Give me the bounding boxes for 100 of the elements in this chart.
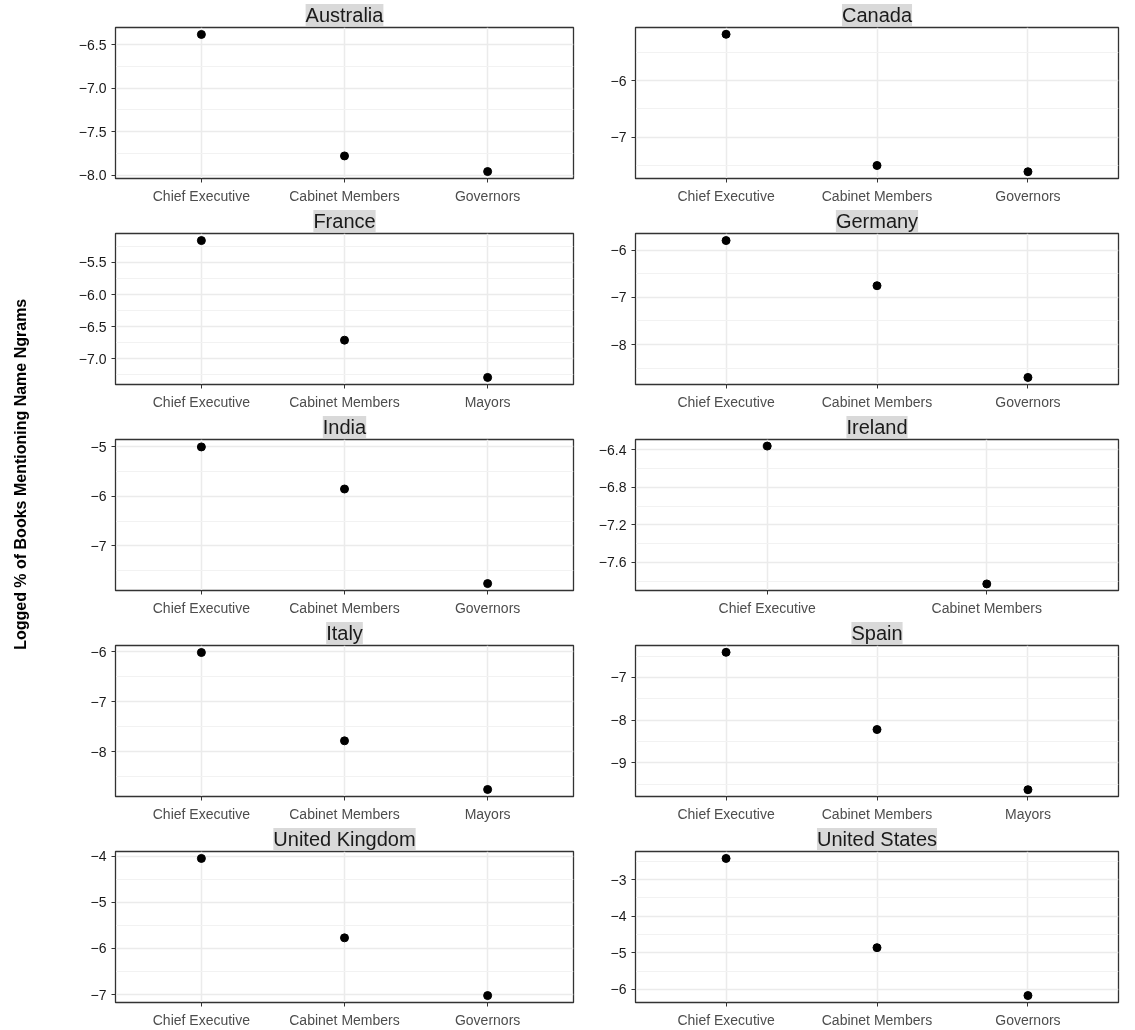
point xyxy=(1023,785,1033,795)
chart-title: Ireland xyxy=(846,416,908,438)
chart-title: Canada xyxy=(841,4,913,26)
y-tick-label: −6.0 xyxy=(78,286,107,303)
y-tick-label: −6 xyxy=(90,488,107,505)
y-tick-label: −7.0 xyxy=(78,350,107,367)
y-tick-label: −6 xyxy=(610,72,627,89)
chart-title: United States xyxy=(816,828,938,850)
point xyxy=(721,853,731,863)
point xyxy=(721,236,731,246)
chart-title: Italy xyxy=(326,622,363,644)
x-tick-label: Chief Executive xyxy=(677,805,775,822)
point xyxy=(196,236,206,246)
y-tick-label: −7.0 xyxy=(78,80,107,97)
y-tick-label: −5 xyxy=(610,944,627,961)
x-tick-label: Cabinet Members xyxy=(821,393,933,410)
y-tick-label: −6.4 xyxy=(598,441,627,458)
point xyxy=(340,151,349,161)
y-tick-label: −9 xyxy=(610,754,627,771)
y-tick-label: −4 xyxy=(90,848,107,865)
x-tick-label: Governors xyxy=(454,187,521,204)
point xyxy=(721,29,731,39)
point xyxy=(340,933,349,943)
x-tick-label: Cabinet Members xyxy=(289,599,400,616)
point xyxy=(872,943,882,953)
point xyxy=(196,648,206,658)
point xyxy=(1023,372,1033,382)
x-tick-label: Cabinet Members xyxy=(931,599,1043,616)
chart-title: France xyxy=(313,210,376,232)
x-tick-label: Chief Executive xyxy=(718,599,817,616)
y-tick-label: −6.5 xyxy=(78,318,107,335)
y-tick-label: −3 xyxy=(610,871,627,888)
x-tick-label: Chief Executive xyxy=(152,805,251,822)
y-tick-label: −6 xyxy=(90,643,107,660)
y-tick-label: −6.5 xyxy=(78,36,107,53)
chart-title: Australia xyxy=(305,4,385,26)
x-tick-label: Governors xyxy=(995,393,1061,410)
point xyxy=(196,853,206,863)
x-tick-label: Chief Executive xyxy=(677,1011,775,1028)
x-tick-label: Chief Executive xyxy=(152,187,251,204)
point xyxy=(196,442,206,452)
point xyxy=(1023,991,1033,1001)
x-tick-label: Cabinet Members xyxy=(821,187,933,204)
y-tick-label: −6 xyxy=(610,981,627,998)
x-tick-label: Chief Executive xyxy=(677,393,775,410)
point xyxy=(721,647,731,657)
x-tick-label: Cabinet Members xyxy=(289,393,400,410)
point xyxy=(196,29,206,39)
y-tick-label: −5.5 xyxy=(78,254,107,271)
point xyxy=(340,736,349,746)
y-tick-label: −5 xyxy=(90,438,107,455)
chart-title: Spain xyxy=(851,622,903,644)
y-tick-label: −7.2 xyxy=(598,516,627,533)
y-tick-label: −7 xyxy=(610,289,627,306)
y-tick-label: −8 xyxy=(610,712,627,729)
point xyxy=(483,579,493,589)
x-tick-label: Mayors xyxy=(1004,805,1051,822)
y-tick-label: −7 xyxy=(610,129,627,146)
y-tick-label: −7 xyxy=(610,669,627,686)
x-tick-label: Chief Executive xyxy=(677,187,775,204)
chart-title: India xyxy=(322,416,368,438)
x-tick-label: Cabinet Members xyxy=(821,1011,933,1028)
y-tick-label: −8 xyxy=(610,336,627,353)
x-tick-label: Cabinet Members xyxy=(289,805,400,822)
point xyxy=(483,372,493,382)
y-tick-label: −7 xyxy=(90,537,107,554)
y-tick-label: −6 xyxy=(610,242,627,259)
x-tick-label: Governors xyxy=(454,1011,521,1028)
x-tick-label: Mayors xyxy=(464,393,511,410)
x-tick-label: Mayors xyxy=(464,805,511,822)
x-tick-label: Governors xyxy=(995,1011,1061,1028)
y-tick-label: −7.5 xyxy=(78,123,107,140)
y-tick-label: −6 xyxy=(90,940,107,957)
x-tick-label: Chief Executive xyxy=(152,393,251,410)
x-tick-label: Chief Executive xyxy=(152,599,251,616)
point xyxy=(1023,167,1033,177)
y-axis-title: Logged % of Books Mentioning Name Ngrams xyxy=(12,298,29,650)
point xyxy=(483,167,493,177)
y-tick-label: −6.8 xyxy=(598,479,627,496)
y-tick-label: −8.0 xyxy=(78,167,107,184)
x-tick-label: Governors xyxy=(454,599,521,616)
y-tick-label: −8 xyxy=(90,743,107,760)
point xyxy=(483,991,493,1001)
x-tick-label: Chief Executive xyxy=(152,1011,251,1028)
x-tick-label: Cabinet Members xyxy=(821,805,933,822)
point xyxy=(872,281,882,291)
point xyxy=(340,484,349,494)
point xyxy=(483,784,493,794)
point xyxy=(340,335,349,345)
x-tick-label: Governors xyxy=(995,187,1061,204)
y-tick-label: −7 xyxy=(90,986,107,1003)
point xyxy=(872,725,882,735)
x-tick-label: Cabinet Members xyxy=(289,1011,400,1028)
chart-title: United Kingdom xyxy=(273,828,416,850)
x-tick-label: Cabinet Members xyxy=(289,187,400,204)
point xyxy=(872,161,882,170)
chart-title: Germany xyxy=(835,210,919,232)
y-tick-label: −7.6 xyxy=(598,554,627,571)
y-tick-label: −5 xyxy=(90,894,107,911)
y-tick-label: −7 xyxy=(90,693,107,710)
